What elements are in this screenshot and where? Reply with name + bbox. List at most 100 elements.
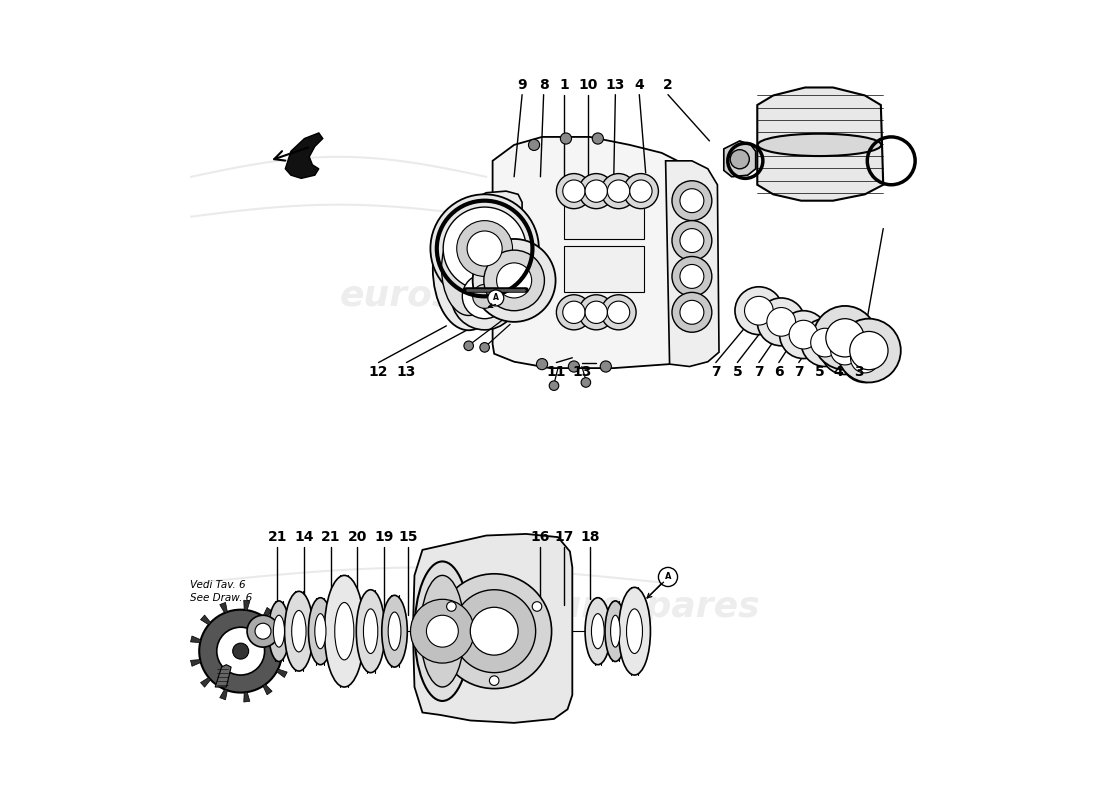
Circle shape: [601, 174, 636, 209]
Ellipse shape: [363, 609, 377, 654]
Circle shape: [672, 181, 712, 221]
Circle shape: [490, 676, 499, 686]
Text: A: A: [493, 294, 498, 302]
Ellipse shape: [610, 615, 620, 647]
Polygon shape: [282, 647, 292, 655]
Ellipse shape: [627, 609, 642, 654]
Text: 11: 11: [547, 365, 567, 379]
Ellipse shape: [274, 615, 285, 647]
Circle shape: [579, 294, 614, 330]
Circle shape: [437, 574, 551, 689]
Bar: [564, 201, 645, 239]
Polygon shape: [493, 137, 693, 368]
Text: 13: 13: [606, 78, 625, 92]
Ellipse shape: [356, 590, 385, 673]
Circle shape: [607, 301, 629, 323]
Circle shape: [850, 344, 879, 373]
Circle shape: [585, 301, 607, 323]
Circle shape: [811, 328, 839, 357]
Circle shape: [563, 301, 585, 323]
Circle shape: [601, 361, 612, 372]
Ellipse shape: [592, 614, 604, 649]
Circle shape: [451, 263, 518, 330]
Circle shape: [601, 294, 636, 330]
Circle shape: [821, 326, 869, 374]
Circle shape: [607, 180, 629, 202]
Polygon shape: [216, 665, 231, 687]
Circle shape: [480, 342, 490, 352]
Text: 5: 5: [733, 365, 742, 379]
Circle shape: [557, 174, 592, 209]
Circle shape: [473, 239, 556, 322]
Polygon shape: [275, 625, 287, 635]
Circle shape: [780, 310, 827, 358]
Circle shape: [427, 615, 459, 647]
Text: 15: 15: [398, 530, 418, 544]
Text: 18: 18: [580, 530, 600, 544]
Text: 21: 21: [321, 530, 341, 544]
Text: 8: 8: [539, 78, 549, 92]
Ellipse shape: [758, 134, 881, 156]
Text: 3: 3: [855, 365, 865, 379]
Polygon shape: [220, 688, 230, 700]
Circle shape: [557, 294, 592, 330]
Circle shape: [757, 298, 805, 346]
Ellipse shape: [268, 601, 289, 662]
Circle shape: [528, 139, 540, 150]
Circle shape: [443, 207, 526, 290]
Ellipse shape: [441, 222, 496, 315]
Circle shape: [789, 320, 818, 349]
Circle shape: [842, 334, 889, 382]
Polygon shape: [190, 636, 201, 645]
Circle shape: [549, 381, 559, 390]
Circle shape: [199, 610, 282, 693]
Circle shape: [453, 590, 536, 673]
Circle shape: [672, 292, 712, 332]
Text: 19: 19: [374, 530, 394, 544]
Text: 4: 4: [635, 78, 645, 92]
Circle shape: [581, 378, 591, 387]
Circle shape: [579, 174, 614, 209]
Ellipse shape: [415, 562, 471, 701]
Ellipse shape: [308, 598, 332, 665]
Circle shape: [569, 361, 580, 372]
Ellipse shape: [585, 598, 611, 665]
Polygon shape: [200, 615, 212, 626]
Polygon shape: [285, 133, 322, 178]
Text: 14: 14: [295, 530, 315, 544]
Circle shape: [233, 643, 249, 659]
Text: 12: 12: [368, 365, 388, 379]
Circle shape: [680, 300, 704, 324]
Polygon shape: [190, 657, 201, 666]
Circle shape: [826, 318, 865, 357]
Text: 20: 20: [348, 530, 366, 544]
Ellipse shape: [292, 610, 306, 652]
Text: Vedi Tav. 6: Vedi Tav. 6: [189, 580, 245, 590]
Polygon shape: [200, 675, 212, 687]
Polygon shape: [242, 692, 250, 702]
Text: eurospares: eurospares: [340, 279, 569, 314]
Circle shape: [735, 286, 783, 334]
Ellipse shape: [605, 601, 626, 662]
Text: 1: 1: [560, 78, 569, 92]
Text: 21: 21: [267, 530, 287, 544]
Circle shape: [830, 336, 859, 365]
Circle shape: [447, 602, 456, 611]
Polygon shape: [242, 600, 250, 610]
Text: 7: 7: [755, 365, 763, 379]
Polygon shape: [666, 161, 719, 366]
Circle shape: [487, 290, 504, 306]
Circle shape: [672, 221, 712, 261]
Text: 13: 13: [572, 365, 592, 379]
Circle shape: [248, 615, 279, 647]
Text: A: A: [664, 573, 671, 582]
Circle shape: [255, 623, 271, 639]
Polygon shape: [261, 683, 272, 694]
Ellipse shape: [432, 206, 505, 330]
Polygon shape: [275, 666, 287, 678]
Circle shape: [672, 257, 712, 296]
Circle shape: [801, 318, 849, 366]
Text: eurospares: eurospares: [531, 590, 760, 624]
Text: See Draw. 6: See Draw. 6: [189, 593, 252, 602]
Circle shape: [592, 133, 604, 144]
